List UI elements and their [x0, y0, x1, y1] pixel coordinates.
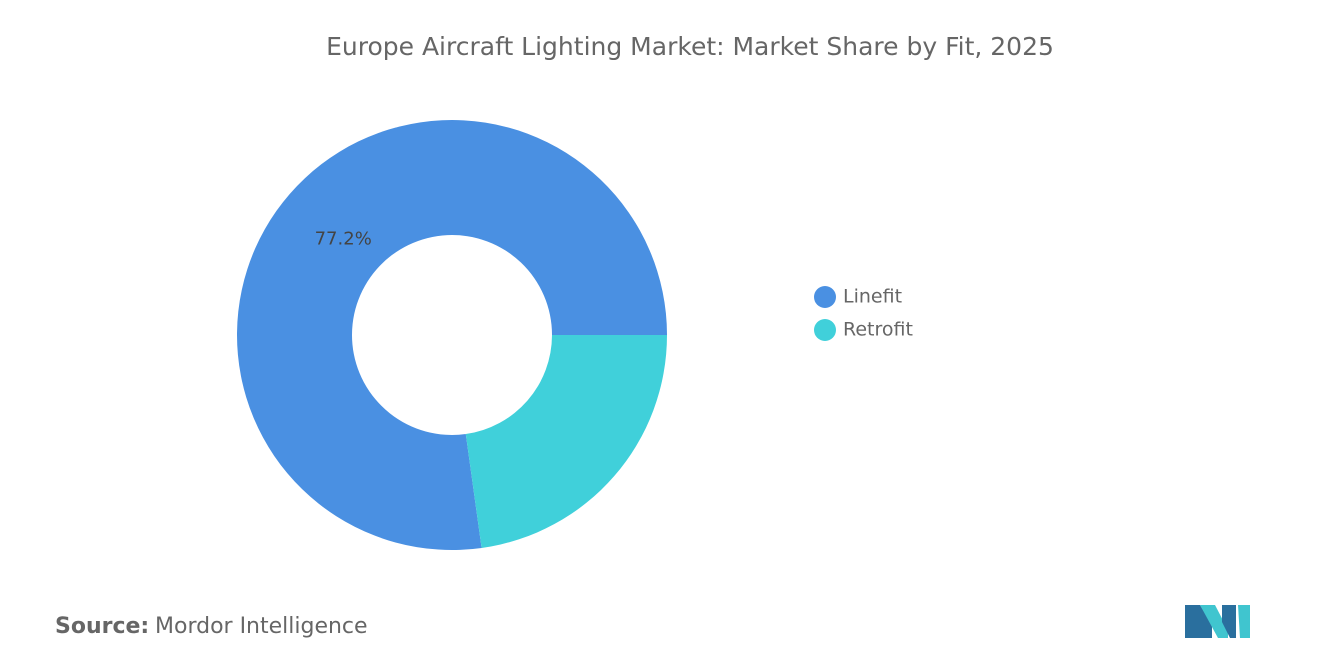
data-label: 77.2%	[315, 229, 372, 250]
legend-label: Retrofit	[843, 319, 913, 341]
source: Mordor Intelligence	[155, 614, 368, 639]
chart-title: Europe Aircraft Lighting Market: Market …	[326, 32, 1054, 61]
legend-marker	[814, 286, 836, 308]
donut-slice	[465, 335, 667, 548]
legend-marker	[814, 319, 836, 341]
logo	[1185, 605, 1250, 638]
legend-label: Linefit	[843, 286, 902, 308]
source-label: Source:	[55, 614, 149, 639]
donut-slice	[237, 119, 667, 550]
